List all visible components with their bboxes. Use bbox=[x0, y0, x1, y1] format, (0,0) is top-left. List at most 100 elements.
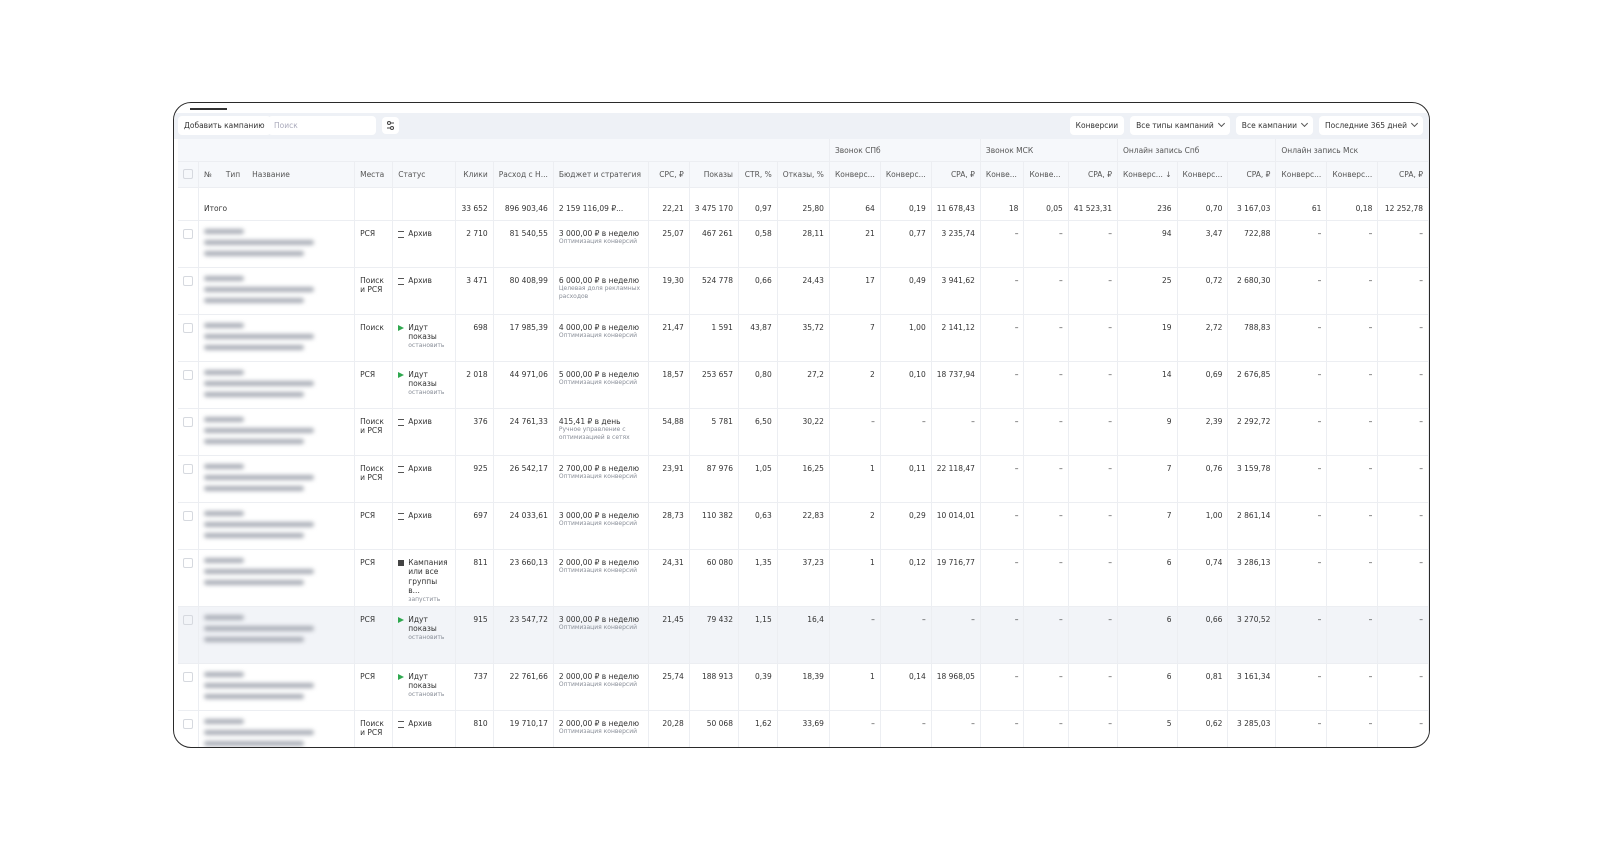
status-action[interactable]: остановить bbox=[408, 388, 445, 396]
metric: – bbox=[1275, 220, 1328, 268]
filter-button[interactable]: Последние 365 дней bbox=[1319, 116, 1423, 135]
total-value: 11 678,43 bbox=[931, 187, 981, 221]
metric: – bbox=[979, 267, 1025, 315]
column-header: № bbox=[204, 170, 212, 179]
metric: 1 bbox=[828, 663, 881, 711]
metric: 22,83 bbox=[777, 502, 830, 550]
total-value: 0,05 bbox=[1023, 187, 1069, 221]
column-header: Название bbox=[252, 170, 290, 179]
checkbox[interactable] bbox=[183, 615, 193, 625]
checkbox-cell bbox=[178, 361, 199, 409]
place: РСЯ bbox=[354, 549, 394, 607]
checkbox-cell bbox=[178, 408, 199, 456]
status-text: Архив bbox=[408, 229, 432, 238]
campaign-row[interactable]: Поиск и РСЯ Архив 925 26 542,17 2 700,00 ₽ в… bbox=[178, 455, 1429, 503]
status-icon bbox=[398, 278, 405, 285]
checkbox[interactable] bbox=[183, 323, 193, 333]
metric: – bbox=[880, 710, 932, 747]
filter-button[interactable]: Все типы кампаний bbox=[1130, 116, 1230, 135]
campaign-row[interactable]: Поиск Идут показы остановить 698 17 985,39 4 … bbox=[178, 314, 1429, 362]
checkbox[interactable] bbox=[183, 672, 193, 682]
column-header: CTR, % bbox=[738, 161, 778, 188]
checkbox-cell bbox=[178, 187, 199, 221]
status-icon bbox=[398, 513, 405, 520]
metric: 3 471 bbox=[455, 267, 494, 315]
metric: – bbox=[1068, 361, 1118, 409]
metric: 3 941,62 bbox=[931, 267, 981, 315]
campaign-row[interactable]: РСЯ Архив 697 24 033,61 3 000,00 ₽ в неделю О… bbox=[178, 502, 1429, 550]
place: Поиск и РСЯ bbox=[354, 267, 394, 315]
metric: – bbox=[1326, 606, 1379, 664]
place: РСЯ bbox=[354, 502, 394, 550]
metric: 25,07 bbox=[648, 220, 690, 268]
metric: – bbox=[931, 606, 981, 664]
campaign-row[interactable]: РСЯ Идут показы остановить 737 22 761,66 2 00… bbox=[178, 663, 1429, 711]
metric: 0,80 bbox=[738, 361, 778, 409]
campaign-row[interactable]: РСЯ Кампания или все группы в... запустить… bbox=[178, 549, 1429, 607]
filter-button[interactable]: Конверсии bbox=[1069, 116, 1125, 135]
metric: – bbox=[1275, 408, 1328, 456]
metric: – bbox=[1326, 502, 1379, 550]
name-cell bbox=[198, 606, 356, 664]
place: РСЯ bbox=[354, 606, 394, 664]
checkbox[interactable] bbox=[183, 719, 193, 729]
column-header: Показы bbox=[689, 161, 739, 188]
metric: – bbox=[880, 408, 932, 456]
status-action[interactable]: остановить bbox=[408, 633, 445, 641]
blurred-name bbox=[204, 558, 244, 563]
settings-button[interactable] bbox=[382, 117, 399, 134]
metric: – bbox=[1023, 502, 1069, 550]
checkbox[interactable] bbox=[183, 464, 193, 474]
blurred-name bbox=[204, 637, 304, 642]
column-header-row: № Тип Название Места Статус Клики Расход с Н..… bbox=[178, 161, 1429, 188]
status-action[interactable]: остановить bbox=[408, 690, 445, 698]
metric: – bbox=[1068, 606, 1118, 664]
filter-button[interactable]: Все кампании bbox=[1235, 116, 1313, 135]
checkbox[interactable] bbox=[183, 370, 193, 380]
status-icon bbox=[398, 617, 405, 623]
metric: 810 bbox=[455, 710, 494, 747]
metric: – bbox=[1068, 663, 1118, 711]
checkbox[interactable] bbox=[183, 276, 193, 286]
checkbox[interactable] bbox=[183, 558, 193, 568]
blurred-name bbox=[204, 287, 314, 292]
campaign-row[interactable]: ПерейтиПосмотретьСтатистикаПоиск и РСЯ Ар… bbox=[178, 710, 1429, 747]
status-text: Архив bbox=[408, 511, 432, 520]
status-action[interactable]: остановить bbox=[408, 341, 445, 349]
filter-label: Последние 365 дней bbox=[1325, 121, 1407, 130]
checkbox[interactable] bbox=[183, 417, 193, 427]
campaign-row[interactable]: РСЯ Идут показы остановить 915 23 547,72 3 00… bbox=[178, 606, 1429, 664]
name-cell bbox=[198, 361, 356, 409]
metric: – bbox=[1377, 455, 1429, 503]
campaign-row[interactable]: Поиск и РСЯ Архив 3 471 80 408,99 6 000,00 ₽… bbox=[178, 267, 1429, 315]
budget-cell: 6 000,00 ₽ в неделю Целевая доля рекламны… bbox=[553, 267, 650, 315]
status: Идут показы остановить bbox=[398, 672, 450, 699]
add-campaign-button[interactable]: Добавить кампанию bbox=[178, 116, 271, 135]
metric: – bbox=[1377, 408, 1429, 456]
blurred-name bbox=[204, 439, 304, 444]
campaign-row[interactable]: РСЯ Идут показы остановить 2 018 44 971,06 5 … bbox=[178, 361, 1429, 409]
checkbox[interactable] bbox=[183, 168, 193, 179]
metric: – bbox=[1023, 663, 1069, 711]
metric: 81 540,55 bbox=[493, 220, 554, 268]
column-header: Конверс... ↓ bbox=[1116, 161, 1178, 188]
metric: 24,43 bbox=[777, 267, 830, 315]
metric: 6 bbox=[1116, 606, 1178, 664]
metric: – bbox=[1068, 408, 1118, 456]
name-cell bbox=[198, 220, 356, 268]
metric: 2,72 bbox=[1177, 314, 1229, 362]
budget-cell: 3 000,00 ₽ в неделю Оптимизация конверсий bbox=[553, 220, 650, 268]
group-header: Звонок СПб bbox=[828, 139, 981, 162]
metric: 0,39 bbox=[738, 663, 778, 711]
checkbox[interactable] bbox=[183, 511, 193, 521]
total-value: 18 bbox=[979, 187, 1025, 221]
total-value: 33 652 bbox=[455, 187, 494, 221]
checkbox[interactable] bbox=[183, 229, 193, 239]
metric: 94 bbox=[1116, 220, 1178, 268]
search-input[interactable]: Поиск bbox=[268, 116, 376, 135]
metric: 253 657 bbox=[689, 361, 739, 409]
status-action[interactable]: запустить bbox=[408, 595, 441, 603]
campaign-row[interactable]: РСЯ Архив 2 710 81 540,55 3 000,00 ₽ в недел… bbox=[178, 220, 1429, 268]
metric: – bbox=[1023, 361, 1069, 409]
campaign-row[interactable]: Поиск и РСЯ Архив 376 24 761,33 415,41 ₽ в д… bbox=[178, 408, 1429, 456]
